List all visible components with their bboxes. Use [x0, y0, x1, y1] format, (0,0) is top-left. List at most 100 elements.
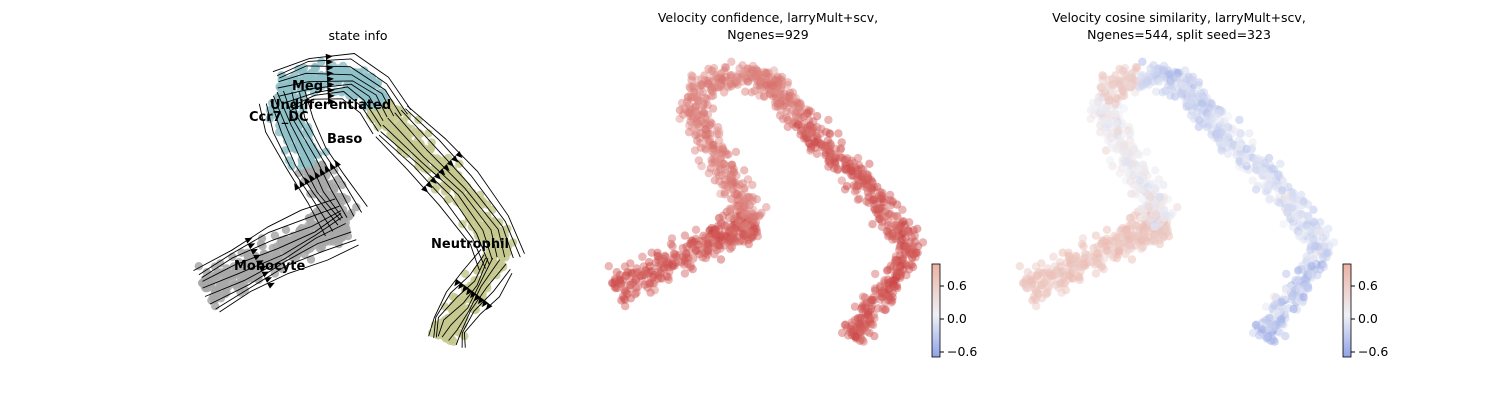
cell-point — [297, 66, 306, 75]
cell-point — [813, 137, 822, 147]
cell-point — [681, 253, 691, 262]
cell-point — [899, 252, 908, 262]
cell-point — [739, 70, 748, 79]
cell-point — [831, 157, 840, 167]
cell-point — [701, 254, 710, 263]
cell-point — [794, 103, 803, 112]
cell-point — [847, 318, 857, 327]
cell-point — [888, 198, 897, 207]
cell-point — [898, 235, 907, 244]
cell-point — [863, 311, 872, 320]
cell-point — [687, 236, 696, 245]
cell-point — [749, 231, 758, 240]
cell-point — [808, 125, 818, 135]
cell-point — [890, 220, 900, 230]
cell-point — [717, 171, 727, 180]
cell-point — [726, 79, 736, 89]
cell-point — [728, 212, 737, 222]
cell-point — [755, 77, 764, 86]
cell-point — [806, 144, 816, 153]
cell-point — [698, 253, 707, 262]
cell-point — [823, 136, 833, 145]
cell-point — [257, 234, 267, 243]
cell-point — [701, 125, 711, 134]
cell-point — [841, 160, 850, 169]
cell-point — [869, 194, 878, 203]
cell-point — [888, 293, 897, 302]
cell-point — [691, 234, 700, 243]
cell-point — [891, 282, 900, 291]
cell-point — [910, 231, 919, 240]
cell-point — [1015, 262, 1024, 271]
cell-point — [704, 76, 714, 86]
cell-point — [352, 203, 361, 212]
cell-point — [1279, 220, 1288, 229]
cell-point — [853, 314, 863, 324]
cell-point — [1162, 212, 1171, 221]
cell-point — [852, 186, 862, 195]
cell-point — [740, 231, 749, 241]
cell-point — [669, 253, 678, 263]
cell-point — [720, 180, 729, 190]
cell-point — [791, 93, 800, 103]
cell-point — [299, 149, 308, 158]
cell-point — [745, 229, 754, 238]
cell-point — [841, 165, 850, 174]
cell-point — [739, 222, 748, 231]
cell-point — [830, 153, 839, 162]
cell-point — [317, 71, 326, 80]
cell-point — [1265, 319, 1275, 329]
cell-point — [684, 128, 694, 137]
cell-point — [717, 74, 726, 83]
cell-point — [704, 79, 713, 88]
cell-point — [692, 117, 701, 127]
cell-point — [1207, 99, 1216, 109]
cell-point — [735, 213, 745, 222]
cell-point — [714, 221, 723, 231]
cell-point — [703, 141, 713, 150]
cell-point — [731, 147, 741, 157]
cell-point — [849, 158, 859, 168]
cell-point — [629, 278, 638, 287]
cell-point — [796, 101, 805, 111]
cell-point — [772, 81, 782, 91]
cell-point — [865, 328, 874, 338]
cell-point — [748, 196, 757, 206]
cell-point — [818, 140, 827, 150]
cell-point — [645, 278, 655, 288]
cell-point — [900, 241, 909, 251]
cell-point — [731, 211, 740, 221]
streamline — [299, 92, 362, 213]
cell-point — [757, 208, 766, 218]
cell-point — [788, 120, 797, 129]
cell-point — [882, 227, 891, 236]
cell-point — [788, 106, 797, 115]
cell-point — [693, 81, 702, 91]
cell-point — [716, 79, 726, 89]
cell-point — [1108, 80, 1117, 89]
cell-point — [635, 271, 645, 281]
cell-point — [755, 75, 764, 84]
cell-point — [664, 259, 673, 268]
cell-point — [321, 147, 331, 157]
cell-point — [616, 279, 626, 289]
cell-point — [867, 195, 876, 205]
cell-point — [1221, 137, 1231, 146]
cell-point — [836, 153, 845, 162]
cell-point — [870, 196, 879, 205]
cell-point — [864, 175, 874, 184]
streamline-arrow — [325, 53, 333, 60]
cell-point — [853, 153, 863, 163]
cell-point — [696, 81, 705, 90]
cell-point — [1115, 76, 1125, 86]
cell-point — [1157, 233, 1167, 243]
cell-point — [846, 163, 855, 172]
cell-point — [764, 73, 773, 82]
cell-point — [695, 250, 704, 259]
cell-point — [623, 289, 632, 298]
cluster-label-meg: Meg — [292, 79, 323, 94]
cell-point — [737, 216, 746, 226]
cell-point — [804, 138, 813, 147]
cell-point — [713, 157, 723, 166]
